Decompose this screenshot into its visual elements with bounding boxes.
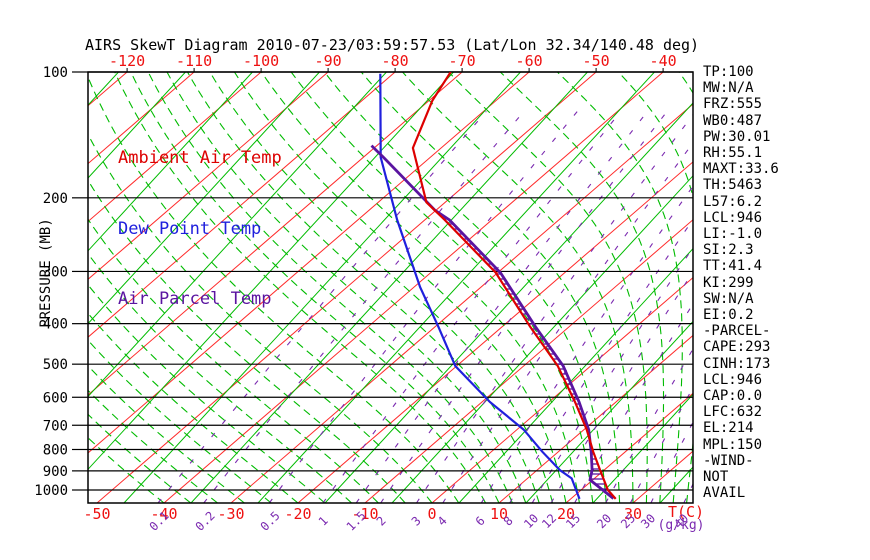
stat-line: TP:100: [703, 64, 754, 80]
dew-point-curve: [379, 73, 581, 500]
stat-line: AVAIL: [703, 485, 746, 502]
top-temp-tick-label: -120: [109, 52, 145, 70]
bottom-temp-tick-label: 20: [557, 505, 575, 523]
stat-line: CINH:173: [703, 355, 771, 372]
top-temp-tick-label: -70: [449, 52, 476, 70]
stat-line: LI:-1.0: [703, 226, 763, 243]
stat-line: MAXT:33.6: [703, 161, 779, 178]
bottom-temp-tick-label: -30: [217, 505, 244, 523]
green-sloped-lines: [88, 72, 693, 503]
temp-axis-unit-label: T(C): [668, 503, 704, 521]
stat-line: -WIND-: [703, 452, 754, 469]
stat-line: CAPE:293: [703, 339, 771, 356]
top-temp-tick-label: -100: [243, 52, 279, 70]
top-temp-tick-label: -80: [382, 52, 409, 70]
pressure-tick-label: 900: [43, 464, 68, 480]
mixing-ratio-tick-label: 8: [501, 514, 516, 529]
legend-air-parcel-temp: Air Parcel Temp: [118, 289, 272, 309]
stat-line: MPL:150: [703, 436, 763, 453]
legend: Ambient Air Temp Dew Point Temp Air Parc…: [118, 100, 282, 359]
mixing-ratio-tick-label: 4: [435, 514, 450, 529]
bottom-temp-tick-label: -20: [284, 505, 311, 523]
red-isotherm-lines: [88, 72, 693, 503]
stat-line: -PARCEL-: [703, 323, 771, 340]
stat-line: FRZ:555: [703, 96, 763, 113]
moist-adiabat-lines: [88, 72, 693, 503]
pressure-tick-label: 500: [43, 357, 68, 373]
pressure-tick-label: 400: [43, 317, 68, 333]
top-temp-tick-label: -110: [176, 52, 212, 70]
pressure-tick-label: 1000: [34, 483, 68, 499]
top-temp-tick-label: -60: [516, 52, 543, 70]
stat-line: TT:41.4: [703, 258, 763, 275]
stat-line: LFC:632: [703, 404, 763, 421]
stat-line: MW:N/A: [703, 80, 754, 97]
stat-line: CAP:0.0: [703, 388, 763, 405]
mixing-ratio-tick-label: 3: [409, 514, 424, 529]
stat-line: LCL:946: [703, 371, 763, 388]
pressure-gridlines: 100 200 300 400 500 600 700 800 900 1000: [34, 65, 694, 504]
pressure-axis-label: PRESSURE (MB): [38, 218, 54, 328]
mixing-ratio-tick-label: 20: [594, 511, 614, 531]
bottom-temp-labels: -50 -40 -30 -20 -10 0 10 20 30 T(C): [83, 503, 704, 523]
pressure-tick-label: 800: [43, 442, 68, 458]
mixing-ratio-tick-label: 6: [473, 514, 488, 529]
stat-line: EI:0.2: [703, 307, 754, 324]
bottom-temp-tick-label: -50: [83, 505, 110, 523]
stat-line: KI:299: [703, 274, 754, 291]
stat-line: SW:N/A: [703, 290, 754, 307]
bottom-temp-tick-label: 10: [490, 505, 508, 523]
top-temp-tick-label: -50: [583, 52, 610, 70]
ambient-temp-curve: [411, 72, 617, 500]
bottom-temp-tick-label: -40: [150, 505, 177, 523]
stat-line: PW:30.01: [703, 128, 771, 145]
stat-line: NOT: [703, 469, 729, 486]
stat-line: TH:5463: [703, 177, 763, 194]
pressure-tick-label: 100: [43, 65, 68, 81]
stat-line: L57:6.2: [703, 193, 763, 210]
pressure-tick-label: 700: [43, 418, 68, 434]
top-temp-tick-label: -90: [315, 52, 342, 70]
stats-panel: TP:100 MW:N/A FRZ:555 WB0:487 PW:30.01 RH:55.…: [703, 64, 779, 501]
mixing-ratio-tick-label: 1: [316, 514, 331, 529]
pressure-tick-label: 300: [43, 264, 68, 280]
top-temp-labels: -120 -110 -100 -90 -80 -70 -60 -50 -40: [109, 52, 677, 72]
stat-line: RH:55.1: [703, 145, 763, 162]
legend-dew-point-temp: Dew Point Temp: [118, 218, 262, 239]
pressure-tick-label: 200: [43, 191, 68, 207]
stat-line: SI:2.3: [703, 242, 754, 259]
legend-ambient-air-temp: Ambient Air Temp: [118, 148, 282, 168]
pressure-tick-label: 600: [43, 390, 68, 406]
mixing-ratio-unit-label: (g/kg): [658, 518, 705, 533]
plot-frame: [87, 71, 694, 504]
bottom-temp-tick-label: -10: [351, 505, 378, 523]
mixing-ratio-tick-label: 0.2: [193, 509, 218, 534]
stat-line: EL:214: [703, 420, 754, 437]
stat-line: WB0:487: [703, 112, 763, 129]
bottom-temp-tick-label: 30: [624, 505, 642, 523]
bottom-temp-tick-label: 0: [427, 505, 436, 523]
chart-title: AIRS SkewT Diagram 2010-07-23/03:59:57.5…: [85, 36, 700, 54]
sounding-curves: [370, 72, 617, 500]
mixing-ratio-tick-label: 0.5: [258, 509, 283, 534]
stat-line: LCL:946: [703, 209, 763, 226]
mixing-ratio-tick-label: 2: [374, 514, 389, 529]
top-temp-tick-label: -40: [650, 52, 677, 70]
